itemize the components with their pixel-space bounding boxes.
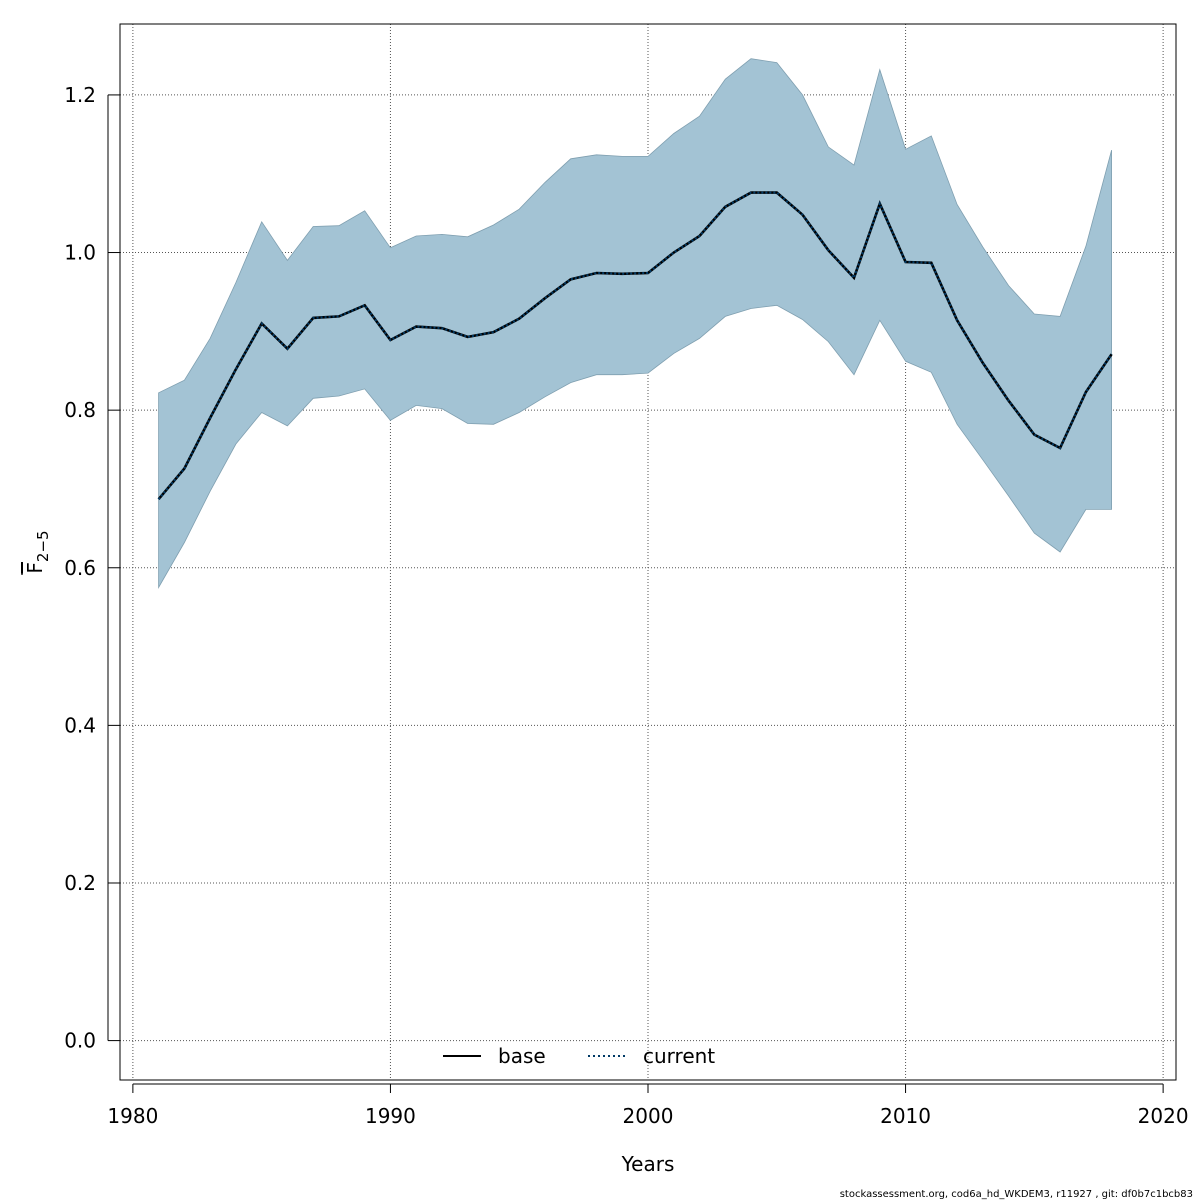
y-axis-title: F2−5 (23, 530, 52, 573)
y-tick-label: 0.2 (64, 871, 96, 895)
legend: base current (443, 1044, 715, 1068)
y-axis-title-sub: 2−5 (34, 530, 52, 562)
y-tick-label: 1.2 (64, 83, 96, 107)
x-tick-label: 2010 (880, 1104, 931, 1128)
x-tick-label: 2020 (1138, 1104, 1189, 1128)
grid-lines (120, 24, 1176, 1080)
series-current-band (158, 58, 1112, 590)
legend-current-label: current (643, 1044, 715, 1068)
x-axis-title: Years (621, 1152, 675, 1176)
svg-text:F2−5: F2−5 (23, 530, 52, 573)
x-tick-label: 1980 (107, 1104, 158, 1128)
series-current-line (157, 191, 1113, 500)
axes (107, 94, 1164, 1093)
series-lines (157, 191, 1113, 501)
tick-labels: 0.0 0.2 0.4 0.6 0.8 1.0 1.2 1980 1990 2000 2010 202… (64, 83, 1188, 1128)
confidence-band (158, 58, 1112, 590)
y-tick-label: 0.8 (64, 398, 96, 422)
y-tick-label: 1.0 (64, 241, 96, 265)
legend-base-label: base (498, 1044, 546, 1068)
x-tick-label: 2000 (623, 1104, 674, 1128)
y-tick-label: 0.0 (64, 1029, 96, 1053)
y-tick-label: 0.6 (64, 556, 96, 580)
y-axis-title-main: F (23, 562, 47, 574)
plot-frame (119, 23, 1177, 1081)
footer-text: stockassessment.org, cod6a_hd_WKDEM3, r1… (840, 1189, 1193, 1200)
x-tick-label: 1990 (365, 1104, 416, 1128)
y-tick-label: 0.4 (64, 713, 96, 737)
